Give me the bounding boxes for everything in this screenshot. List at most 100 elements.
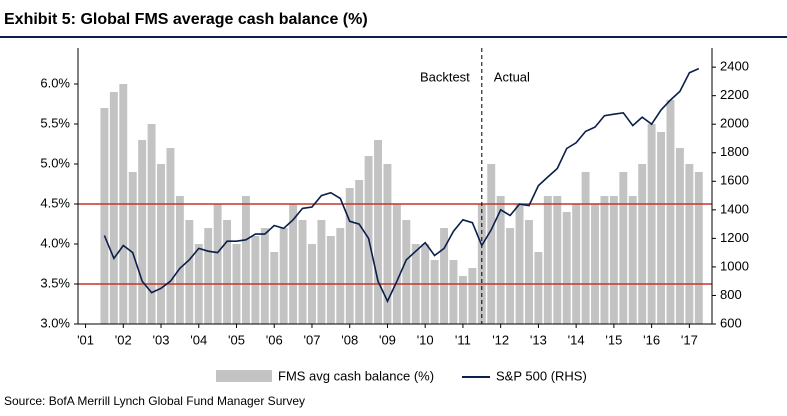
bar (138, 140, 147, 324)
y2-tick-label: 800 (720, 287, 742, 302)
bar (326, 236, 335, 324)
bar (553, 196, 562, 324)
y2-tick-label: 2000 (720, 116, 749, 131)
bar (440, 228, 449, 324)
x-tick-label: '08 (341, 332, 358, 347)
y2-tick-label: 1400 (720, 201, 749, 216)
y-tick-label: 5.5% (40, 115, 70, 130)
x-tick-label: '12 (492, 332, 509, 347)
y-tick-label: 5.0% (40, 155, 70, 170)
y2-tick-label: 1600 (720, 173, 749, 188)
bar (147, 124, 156, 324)
bar (600, 196, 609, 324)
y2-tick-label: 2400 (720, 59, 749, 74)
y2-tick-label: 600 (720, 315, 742, 330)
annotation: Actual (494, 69, 530, 84)
y-tick-label: 4.0% (40, 235, 70, 250)
legend-swatch (216, 370, 272, 382)
bar (185, 220, 194, 324)
bar (657, 132, 666, 324)
chart-title: Exhibit 5: Global FMS average cash balan… (4, 11, 368, 28)
bar (175, 196, 184, 324)
bar (449, 260, 458, 324)
bar (525, 220, 533, 324)
bar (383, 164, 392, 324)
bar (270, 252, 279, 324)
y2-tick-label: 1000 (720, 258, 749, 273)
x-tick-label: '07 (303, 332, 320, 347)
bar (213, 204, 222, 324)
line (103, 67, 700, 304)
bar (430, 260, 439, 324)
bar (157, 164, 165, 324)
bar (619, 172, 628, 324)
bar (458, 276, 467, 324)
bar (468, 268, 477, 324)
bar (402, 220, 411, 324)
bar (638, 164, 647, 324)
x-tick-label: '05 (228, 332, 245, 347)
bar (241, 196, 250, 324)
y2-tick-label: 1200 (720, 230, 749, 245)
bar (223, 220, 232, 324)
bar (128, 172, 137, 324)
bar (487, 164, 496, 324)
bar (609, 196, 618, 324)
y-tick-label: 6.0% (40, 75, 70, 90)
x-tick-label: '14 (568, 332, 585, 347)
bar (336, 228, 345, 324)
bar (298, 220, 307, 324)
bar (345, 188, 354, 324)
x-tick-label: '10 (417, 332, 434, 347)
bar (392, 204, 401, 324)
x-tick-label: '15 (605, 332, 622, 347)
bar (675, 148, 684, 324)
bar (647, 124, 656, 324)
bar (506, 228, 515, 324)
bar (515, 204, 524, 324)
x-tick-label: '09 (379, 332, 396, 347)
bar (260, 228, 269, 324)
annotation: Backtest (420, 69, 470, 84)
y2-tick-label: 2200 (720, 87, 749, 102)
bar (543, 196, 552, 324)
legend-label: FMS avg cash balance (%) (278, 368, 434, 383)
bar (534, 252, 543, 324)
y2-tick-label: 1800 (720, 144, 749, 159)
bar (628, 196, 637, 324)
bar (496, 196, 505, 324)
bar (100, 108, 109, 324)
bar (289, 204, 298, 324)
bar (591, 204, 599, 324)
x-tick-label: '01 (77, 332, 94, 347)
y-tick-label: 4.5% (40, 195, 70, 210)
bar (477, 204, 486, 324)
x-tick-label: '16 (643, 332, 660, 347)
bar (685, 164, 694, 324)
bar (251, 236, 260, 324)
bar (666, 100, 675, 324)
x-tick-label: '17 (681, 332, 698, 347)
bar (204, 228, 213, 324)
x-tick-label: '13 (530, 332, 547, 347)
bar (572, 204, 581, 324)
x-tick-label: '02 (115, 332, 132, 347)
y-tick-label: 3.0% (40, 315, 70, 330)
bar (279, 228, 288, 324)
bar (317, 220, 326, 324)
bar (109, 92, 118, 324)
legend-label: S&P 500 (RHS) (496, 368, 587, 383)
x-tick-label: '04 (190, 332, 207, 347)
bar (355, 180, 364, 324)
source: Source: BofA Merrill Lynch Global Fund M… (4, 394, 305, 408)
bar (166, 148, 175, 324)
bar (694, 172, 703, 324)
bar (581, 172, 590, 324)
y-tick-label: 3.5% (40, 275, 70, 290)
x-tick-label: '06 (266, 332, 283, 347)
bar (374, 140, 382, 324)
bar (562, 212, 571, 324)
x-tick-label: '03 (153, 332, 170, 347)
x-tick-label: '11 (455, 332, 471, 347)
